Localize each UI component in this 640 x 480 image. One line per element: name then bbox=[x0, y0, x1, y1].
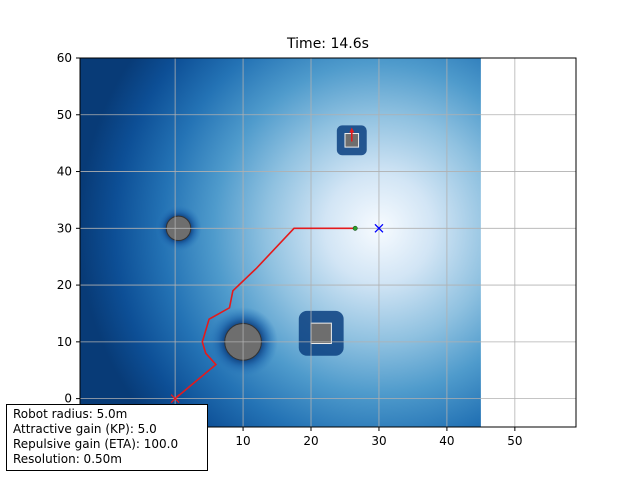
y-tick-label: 20 bbox=[57, 278, 72, 292]
x-tick-label: 30 bbox=[371, 434, 386, 448]
y-tick-label: 30 bbox=[57, 221, 72, 235]
attractive-gain-label: Attractive gain (KP): 5.0 bbox=[13, 422, 157, 436]
robot-radius-label: Robot radius: 5.0m bbox=[13, 407, 128, 421]
chart-title: Time: 14.6s bbox=[286, 36, 369, 52]
y-tick-label: 40 bbox=[57, 165, 72, 179]
obstacle-square bbox=[310, 322, 332, 345]
axis-ticks: 010203040500102030405060 bbox=[57, 51, 523, 448]
parameter-info-box: Robot radius: 5.0m Attractive gain (KP):… bbox=[6, 404, 208, 471]
repulsive-gain-label: Repulsive gain (ETA): 100.0 bbox=[13, 437, 179, 451]
robot-path bbox=[174, 227, 356, 400]
y-tick-label: 0 bbox=[64, 392, 72, 406]
x-tick-label: 20 bbox=[303, 434, 318, 448]
x-tick-label: 40 bbox=[439, 434, 454, 448]
x-tick-label: 10 bbox=[235, 434, 250, 448]
y-tick-label: 60 bbox=[57, 51, 72, 65]
start-marker bbox=[170, 394, 180, 404]
axes-frame bbox=[79, 57, 577, 428]
resolution-label: Resolution: 0.50m bbox=[13, 452, 122, 466]
agent-arrow-head bbox=[349, 127, 355, 133]
x-tick-label: 50 bbox=[507, 434, 522, 448]
y-tick-label: 10 bbox=[57, 335, 72, 349]
robot-position bbox=[352, 225, 358, 231]
data-layer bbox=[170, 127, 384, 404]
y-tick-label: 50 bbox=[57, 108, 72, 122]
goal-marker bbox=[374, 223, 384, 233]
